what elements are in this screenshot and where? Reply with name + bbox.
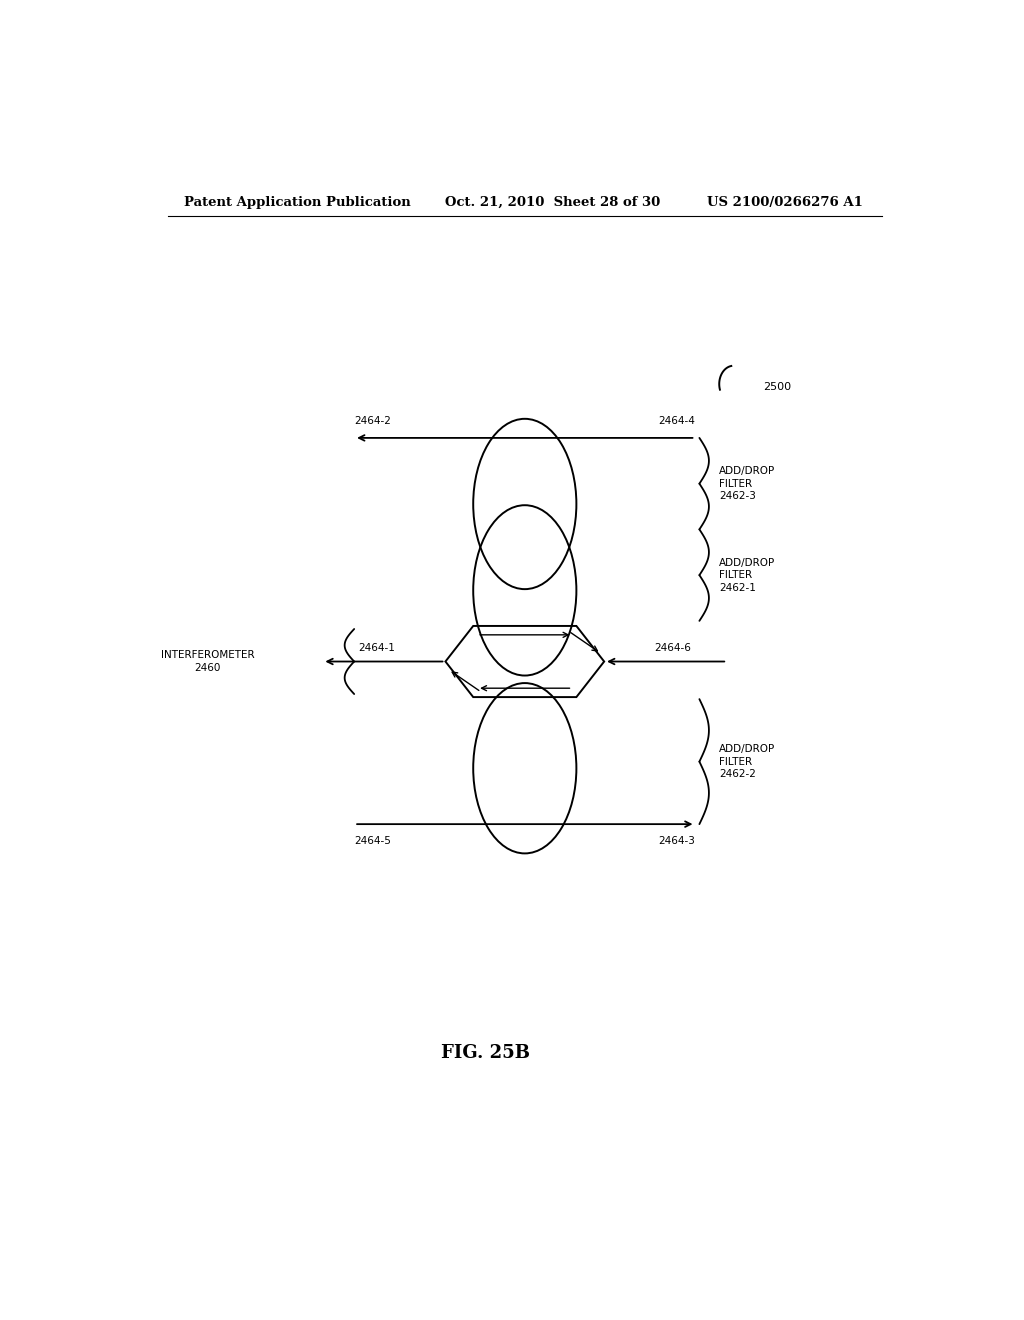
Text: 2464-6: 2464-6 (654, 643, 691, 653)
Text: 2464-3: 2464-3 (658, 837, 695, 846)
Text: 2464-1: 2464-1 (358, 643, 395, 653)
Text: ADD/DROP
FILTER
2462-1: ADD/DROP FILTER 2462-1 (719, 558, 775, 593)
Text: 2464-2: 2464-2 (354, 416, 391, 426)
Text: FIG. 25B: FIG. 25B (440, 1044, 529, 1061)
Text: ADD/DROP
FILTER
2462-3: ADD/DROP FILTER 2462-3 (719, 466, 775, 502)
Text: INTERFEROMETER
2460: INTERFEROMETER 2460 (161, 651, 254, 673)
Text: Patent Application Publication: Patent Application Publication (183, 195, 411, 209)
Text: Oct. 21, 2010  Sheet 28 of 30: Oct. 21, 2010 Sheet 28 of 30 (445, 195, 660, 209)
Text: US 2100/0266276 A1: US 2100/0266276 A1 (708, 195, 863, 209)
Text: 2464-5: 2464-5 (354, 837, 391, 846)
Text: 2464-4: 2464-4 (658, 416, 695, 426)
Text: 2500: 2500 (763, 381, 791, 392)
Text: ADD/DROP
FILTER
2462-2: ADD/DROP FILTER 2462-2 (719, 744, 775, 779)
